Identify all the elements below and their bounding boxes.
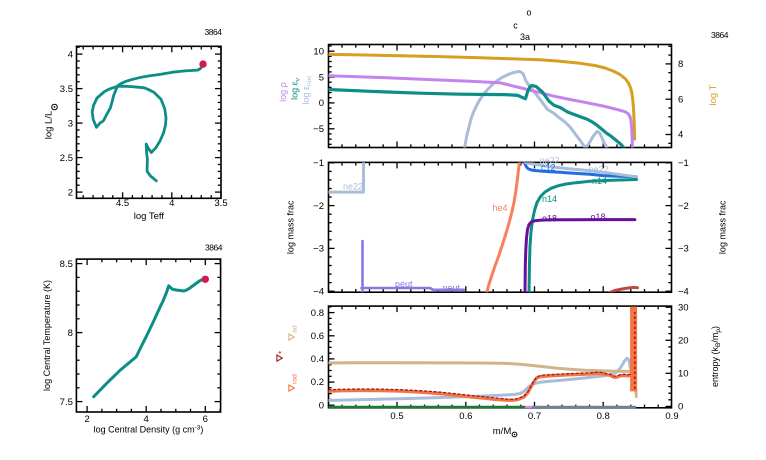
svg-text:3864: 3864: [711, 30, 729, 40]
svg-text:0.6: 0.6: [311, 331, 324, 342]
svg-text:o: o: [526, 7, 531, 17]
svg-text:8: 8: [678, 59, 683, 70]
svg-text:log mass frac: log mass frac: [718, 200, 728, 254]
svg-text:neut: neut: [443, 283, 461, 293]
svg-text:4: 4: [678, 130, 683, 141]
svg-text:0.8: 0.8: [597, 411, 610, 422]
svg-text:6: 6: [203, 414, 208, 425]
svg-text:c12: c12: [541, 162, 556, 172]
svg-text:0.7: 0.7: [528, 411, 541, 422]
svg-text:2: 2: [68, 187, 73, 198]
svg-text:−5: −5: [313, 124, 324, 135]
svg-text:log mass frac: log mass frac: [286, 200, 296, 254]
svg-text:5: 5: [319, 72, 324, 83]
svg-text:o18: o18: [591, 212, 606, 222]
svg-text:0.4: 0.4: [311, 354, 324, 365]
svg-text:0.5: 0.5: [390, 411, 403, 422]
svg-text:ne22: ne22: [540, 156, 560, 166]
svg-text:0: 0: [319, 98, 324, 109]
svg-text:0: 0: [678, 402, 683, 413]
svg-text:ne22: ne22: [589, 164, 609, 174]
svg-text:log Central Temperature (K): log Central Temperature (K): [42, 280, 52, 391]
svg-text:rad: rad: [292, 374, 299, 384]
svg-text:−2: −2: [678, 201, 689, 212]
svg-text:10: 10: [313, 46, 324, 57]
svg-text:log Teff: log Teff: [134, 211, 165, 222]
svg-text:6: 6: [678, 94, 683, 105]
svg-text:m/M: m/M: [493, 426, 512, 437]
svg-text:−2: −2: [313, 201, 324, 212]
svg-text:log εν: log εν: [290, 78, 302, 100]
svg-text:log T: log T: [708, 84, 719, 105]
svg-text:0.9: 0.9: [665, 411, 678, 422]
svg-text:3864: 3864: [205, 27, 223, 37]
svg-text:0.2: 0.2: [311, 377, 324, 388]
svg-text:−1: −1: [678, 158, 689, 169]
svg-text:8: 8: [68, 328, 73, 339]
svg-text:10: 10: [678, 369, 689, 380]
svg-text:4: 4: [169, 198, 174, 209]
svg-text:he4: he4: [493, 203, 508, 213]
svg-text:20: 20: [678, 336, 689, 347]
svg-text:−3: −3: [678, 244, 689, 255]
svg-text:log ρ: log ρ: [278, 82, 288, 102]
svg-text:3.5: 3.5: [60, 84, 73, 95]
svg-text:n14: n14: [592, 176, 607, 186]
svg-text:n14: n14: [542, 194, 557, 204]
svg-text:3864: 3864: [205, 243, 223, 253]
svg-text:*: *: [278, 351, 287, 354]
svg-text:2.5: 2.5: [60, 153, 73, 164]
svg-text:log Central Density (g cm-3): log Central Density (g cm-3): [94, 425, 204, 435]
svg-text:−4: −4: [313, 286, 324, 297]
svg-text:30: 30: [678, 302, 689, 313]
svg-text:4: 4: [68, 49, 73, 60]
svg-text:8.5: 8.5: [60, 259, 73, 270]
svg-text:3: 3: [68, 118, 73, 129]
svg-text:3a: 3a: [520, 32, 530, 42]
svg-text:0.8: 0.8: [311, 308, 324, 319]
svg-text:7.5: 7.5: [60, 397, 73, 408]
svg-text:3.5: 3.5: [214, 198, 227, 209]
svg-text:2: 2: [84, 414, 89, 425]
svg-text:−3: −3: [313, 244, 324, 255]
svg-text:ne22: ne22: [343, 182, 363, 192]
svg-text:4: 4: [144, 414, 149, 425]
svg-text:4.5: 4.5: [116, 198, 129, 209]
svg-text:−4: −4: [678, 286, 689, 297]
svg-text:log L/L: log L/L: [44, 111, 55, 140]
svg-text:0.6: 0.6: [459, 411, 472, 422]
svg-text:o18: o18: [542, 214, 557, 224]
svg-text:neut: neut: [395, 279, 413, 289]
svg-text:−1: −1: [313, 158, 324, 169]
svg-text:entropy (kB/mp): entropy (kB/mp): [710, 326, 722, 387]
svg-text:0: 0: [319, 400, 324, 411]
svg-text:ad: ad: [292, 325, 299, 333]
svg-text:c: c: [513, 21, 518, 31]
